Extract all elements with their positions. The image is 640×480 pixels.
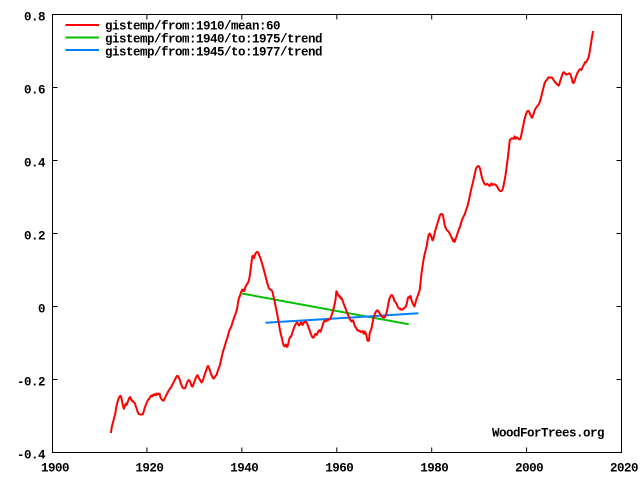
svg-text:1960: 1960	[325, 461, 353, 475]
svg-text:gistemp/from:1940/to:1975/tren: gistemp/from:1940/to:1975/trend	[105, 32, 322, 46]
svg-text:1920: 1920	[135, 461, 163, 475]
svg-text:0.8: 0.8	[24, 11, 45, 25]
svg-text:1900: 1900	[41, 461, 69, 475]
svg-text:-0.2: -0.2	[17, 376, 45, 390]
svg-text:gistemp/from:1945/to:1977/tren: gistemp/from:1945/to:1977/trend	[105, 45, 322, 59]
svg-text:2020: 2020	[610, 461, 638, 475]
svg-text:WoodForTrees.org: WoodForTrees.org	[492, 427, 604, 441]
svg-text:0.6: 0.6	[24, 84, 45, 98]
svg-text:-0.4: -0.4	[17, 449, 46, 463]
svg-text:1940: 1940	[230, 461, 258, 475]
svg-text:0.2: 0.2	[24, 230, 45, 244]
svg-text:0.4: 0.4	[24, 157, 46, 171]
svg-text:0: 0	[38, 303, 45, 317]
svg-text:1980: 1980	[420, 461, 448, 475]
svg-text:2000: 2000	[515, 461, 543, 475]
svg-text:gistemp/from:1910/mean:60: gistemp/from:1910/mean:60	[105, 20, 280, 34]
